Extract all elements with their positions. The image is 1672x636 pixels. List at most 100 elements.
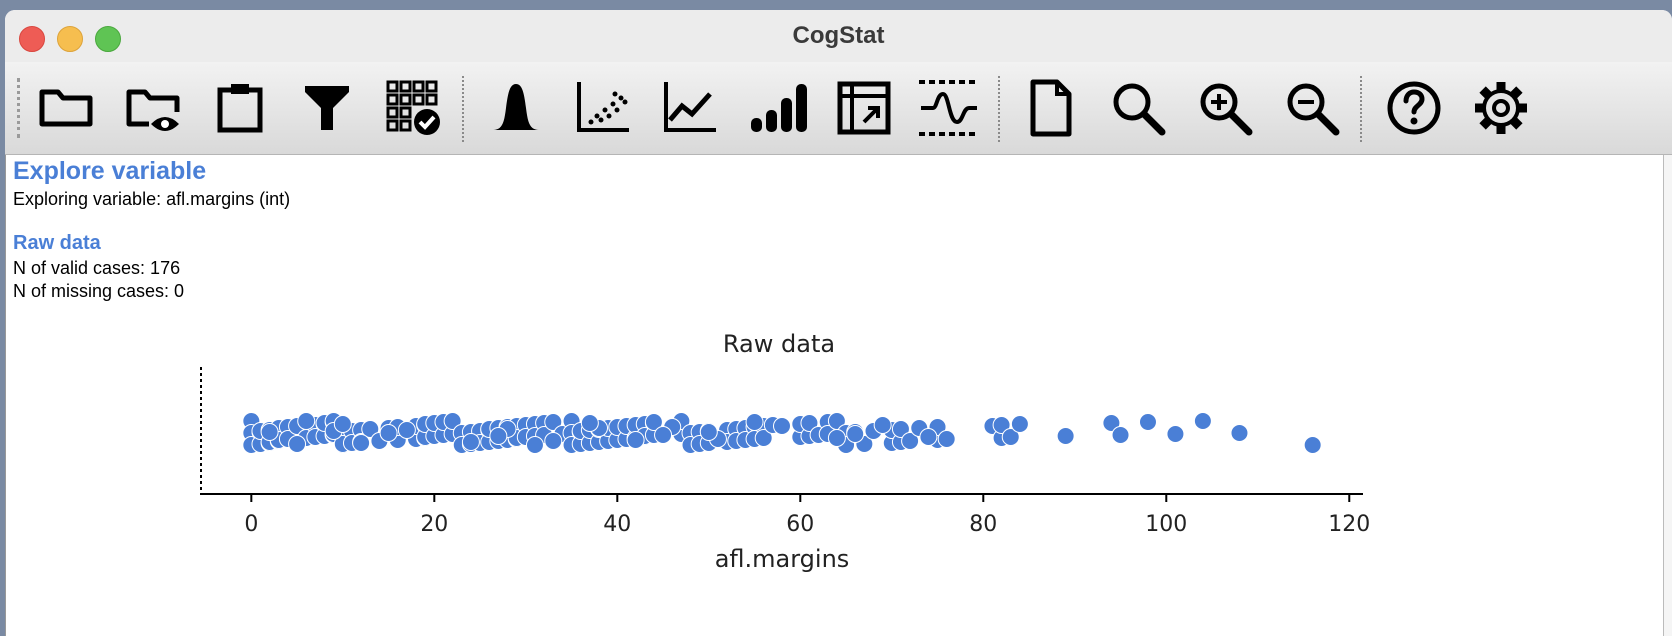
raw-data-chart: Raw data 0 20 40 60 80 100 120 afl.margins: [200, 330, 1370, 573]
toolbar-separator: [998, 76, 1000, 142]
clear-results-button[interactable]: [1019, 76, 1083, 140]
data-point: [544, 413, 563, 431]
folder-eye-icon: [126, 89, 180, 131]
window-title: CogStat: [792, 22, 885, 49]
zoom-in-icon: [1200, 83, 1253, 136]
behavioral-data-icon: [919, 80, 979, 136]
data-point: [489, 427, 508, 445]
data-point: [580, 414, 599, 432]
minimize-window-button[interactable]: [57, 26, 83, 52]
paste-data-button[interactable]: [208, 76, 272, 140]
analysis-subtitle: Exploring variable: afl.margins (int): [13, 189, 291, 209]
filter-outliers-button[interactable]: [295, 76, 359, 140]
explore-relation-button[interactable]: [571, 76, 635, 140]
x-tick-label: 80: [969, 512, 997, 537]
data-point: [992, 416, 1011, 434]
data-point: [461, 433, 480, 451]
maximize-window-button[interactable]: [95, 26, 121, 52]
zoom-out-button[interactable]: [1280, 76, 1344, 140]
line-chart-icon: [664, 82, 716, 132]
gear-icon: [1475, 82, 1527, 134]
pivot-table-icon: [837, 81, 891, 135]
display-data-button[interactable]: [382, 76, 446, 140]
analysis-heading: Explore variable: [13, 157, 207, 185]
zoom-out-icon: [1287, 83, 1340, 136]
compare-repeated-button[interactable]: [658, 76, 722, 140]
data-point: [827, 429, 846, 447]
data-point: [352, 434, 371, 452]
toolbar-grip[interactable]: [17, 78, 20, 138]
raw-data-heading: Raw data: [13, 232, 101, 254]
missing-cases-text: N of missing cases: 0: [13, 281, 185, 301]
bar-chart-icon: [751, 84, 807, 132]
data-point: [397, 421, 416, 439]
distribution-icon: [492, 84, 540, 130]
filter-icon: [305, 86, 349, 130]
scatter-icon: [577, 82, 629, 132]
data-point: [1010, 415, 1029, 433]
behavioral-data-diffusion-button[interactable]: [917, 76, 981, 140]
data-point: [699, 423, 718, 441]
toolbar-separator: [462, 76, 464, 142]
data-point: [1056, 427, 1075, 445]
data-point: [644, 413, 663, 431]
data-point: [333, 415, 352, 433]
data-point: [745, 413, 764, 431]
clipboard-icon: [217, 84, 263, 133]
data-point: [773, 417, 791, 435]
grid-check-icon: [386, 80, 440, 135]
data-point: [1001, 428, 1020, 446]
data-point: [654, 426, 673, 444]
data-point: [297, 412, 316, 430]
open-demo-data-button[interactable]: [121, 76, 185, 140]
valid-cases-text: N of valid cases: 176: [13, 258, 181, 278]
data-point: [937, 430, 956, 448]
vertical-scrollbar[interactable]: [1663, 155, 1672, 636]
data-point: [891, 420, 910, 438]
help-button[interactable]: [1382, 76, 1446, 140]
x-tick-label: 40: [603, 512, 631, 537]
x-tick-label: 0: [244, 512, 258, 537]
chart-title: Raw data: [723, 330, 835, 358]
data-point: [1230, 424, 1249, 442]
data-point: [919, 428, 938, 446]
x-tick-label: 120: [1328, 512, 1370, 537]
data-point: [260, 423, 279, 441]
open-folder-icon: [39, 89, 93, 127]
data-point: [1102, 414, 1121, 432]
data-point: [626, 431, 645, 449]
x-tick-label: 20: [420, 512, 448, 537]
data-point: [379, 424, 398, 442]
data-point: [361, 420, 380, 438]
results-pane[interactable]: Explore variable Exploring variable: afl…: [5, 155, 1665, 636]
data-point: [846, 425, 865, 443]
settings-button[interactable]: [1469, 76, 1533, 140]
data-point: [1193, 412, 1212, 430]
find-button[interactable]: [1106, 76, 1170, 140]
close-window-button[interactable]: [19, 26, 45, 52]
toolbar: [5, 62, 1672, 155]
toolbar-separator: [1360, 76, 1362, 142]
data-point: [754, 429, 773, 447]
data-point: [1138, 413, 1157, 431]
title-bar: CogStat: [5, 10, 1672, 62]
new-document-icon: [1030, 79, 1072, 137]
zoom-in-button[interactable]: [1193, 76, 1257, 140]
data-point: [288, 435, 307, 453]
data-point: [800, 414, 819, 432]
app-window: CogStat: [5, 10, 1672, 636]
x-axis-label: afl.margins: [715, 545, 850, 573]
x-tick-label: 100: [1145, 512, 1187, 537]
data-point: [901, 432, 920, 450]
data-point: [443, 412, 462, 430]
data-point: [525, 436, 544, 454]
open-data-button[interactable]: [34, 76, 98, 140]
compare-groups-button[interactable]: [745, 76, 809, 140]
data-point: [544, 432, 563, 450]
pivot-table-button[interactable]: [832, 76, 896, 140]
data-point: [1166, 425, 1185, 443]
data-point: [1303, 436, 1322, 454]
explore-variable-button[interactable]: [484, 76, 548, 140]
x-tick-label: 60: [786, 512, 814, 537]
data-point: [873, 416, 892, 434]
